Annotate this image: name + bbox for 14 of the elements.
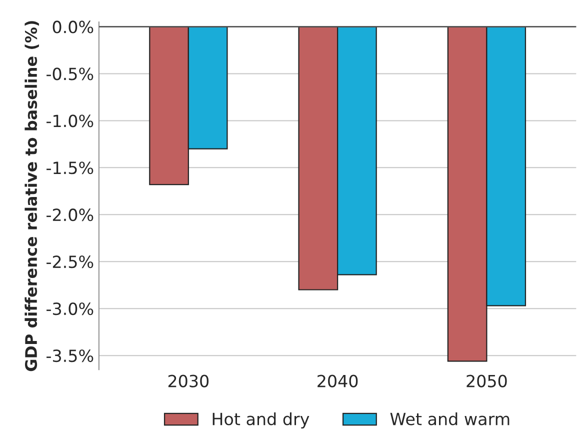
y-tick-label: -1.5% (46, 162, 94, 174)
y-axis-title: GDP difference relative to baseline (%) (24, 21, 39, 372)
legend-label: Wet and warm (390, 412, 510, 426)
y-tick-label: -2.5% (46, 256, 94, 268)
x-tick-label: 2040 (318, 374, 358, 388)
y-tick-label: -1.0% (46, 114, 94, 128)
y-tick-label: -3.0% (46, 302, 94, 316)
y-tick-label: -2.0% (46, 208, 94, 222)
y-tick-label: -0.5% (46, 68, 94, 80)
x-tick-label: 2050 (466, 374, 507, 388)
legend-label: Hot and dry (212, 412, 310, 429)
y-tick-label: 0.0% (52, 20, 94, 34)
y-tick-label: -3.5% (46, 349, 94, 362)
x-tick-label: 2030 (168, 374, 209, 388)
